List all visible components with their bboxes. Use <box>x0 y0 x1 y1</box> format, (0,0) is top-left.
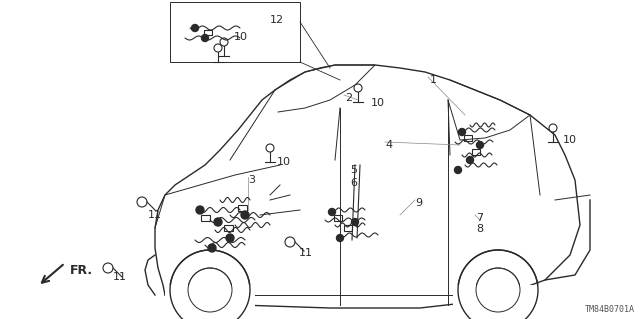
Text: 8: 8 <box>476 224 483 234</box>
Text: 11: 11 <box>113 272 127 282</box>
Text: 11: 11 <box>299 248 313 258</box>
Text: 4: 4 <box>385 140 392 150</box>
Text: 3: 3 <box>248 175 255 185</box>
Circle shape <box>477 142 483 149</box>
Circle shape <box>328 209 335 216</box>
Bar <box>201 215 210 221</box>
Text: 5: 5 <box>350 165 357 175</box>
Text: 10: 10 <box>371 98 385 108</box>
Circle shape <box>208 244 216 252</box>
Text: 10: 10 <box>277 157 291 167</box>
Bar <box>464 135 472 141</box>
Polygon shape <box>453 285 543 319</box>
Bar <box>344 225 352 231</box>
Text: 6: 6 <box>350 178 357 188</box>
Bar <box>334 215 342 221</box>
Circle shape <box>467 157 474 164</box>
Text: 9: 9 <box>415 198 422 208</box>
Circle shape <box>202 34 209 41</box>
Text: 7: 7 <box>476 213 483 223</box>
Text: 12: 12 <box>270 15 284 25</box>
Circle shape <box>214 218 222 226</box>
Circle shape <box>266 144 274 152</box>
Circle shape <box>226 234 234 242</box>
Polygon shape <box>165 285 255 319</box>
Circle shape <box>454 167 461 174</box>
Text: 1: 1 <box>430 75 437 85</box>
Text: 10: 10 <box>234 32 248 42</box>
Circle shape <box>354 84 362 92</box>
Circle shape <box>196 206 204 214</box>
Text: 11: 11 <box>148 210 162 220</box>
Circle shape <box>337 234 344 241</box>
Bar <box>204 30 212 35</box>
Bar <box>170 2 300 62</box>
Circle shape <box>351 219 358 226</box>
Text: 10: 10 <box>563 135 577 145</box>
Circle shape <box>191 25 198 32</box>
Text: TM84B0701A: TM84B0701A <box>585 305 635 314</box>
Bar <box>224 225 233 231</box>
Circle shape <box>214 44 222 52</box>
Text: 2: 2 <box>345 93 352 103</box>
Bar <box>238 205 247 211</box>
Circle shape <box>241 211 249 219</box>
Circle shape <box>549 124 557 132</box>
Text: FR.: FR. <box>70 263 93 277</box>
Bar <box>472 149 480 155</box>
Circle shape <box>458 129 465 136</box>
Circle shape <box>220 38 228 46</box>
